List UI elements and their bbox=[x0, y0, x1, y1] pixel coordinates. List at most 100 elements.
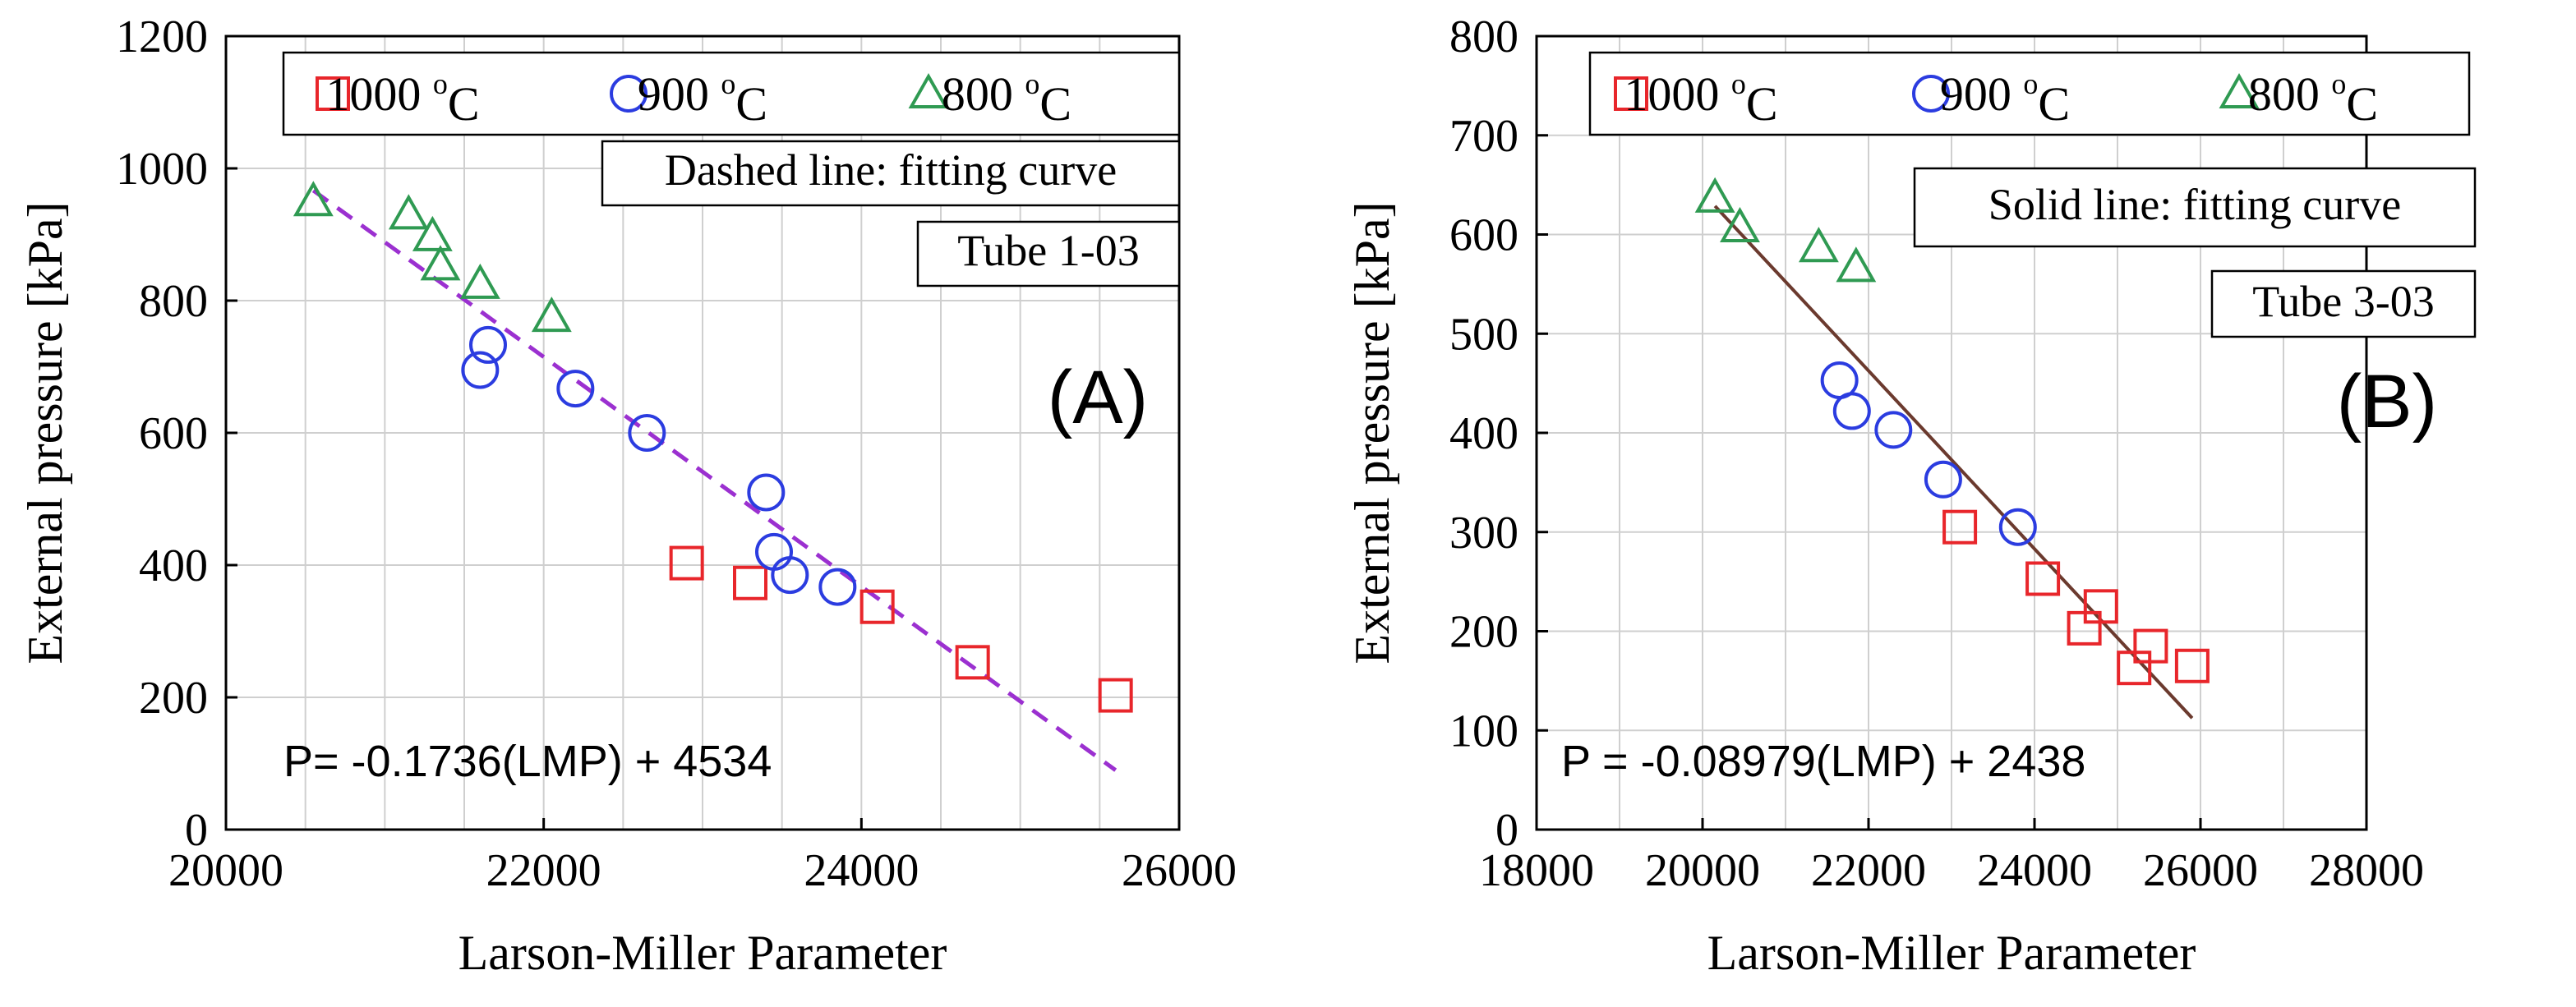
data-point-triangle bbox=[1694, 177, 1735, 213]
x-tick-label: 24000 bbox=[804, 845, 919, 896]
y-tick-label: 600 bbox=[1449, 210, 1518, 261]
data-point-circle bbox=[469, 325, 507, 364]
data-point-square bbox=[733, 565, 767, 600]
series-circle bbox=[461, 325, 857, 606]
data-point-triangle bbox=[1836, 246, 1877, 283]
legend-symbol-square bbox=[316, 76, 350, 111]
data-point-square bbox=[1098, 678, 1133, 713]
note-box bbox=[1913, 167, 2477, 248]
fit-line-dashed bbox=[311, 188, 1117, 772]
legend-box bbox=[282, 51, 1181, 136]
data-point-square bbox=[2133, 628, 2168, 664]
data-point-square bbox=[669, 545, 704, 581]
x-tick-label: 26000 bbox=[1122, 845, 1237, 896]
legend-symbol-triangle bbox=[2219, 72, 2260, 108]
data-point-square bbox=[1942, 509, 1978, 545]
data-point-triangle bbox=[531, 297, 572, 333]
data-point-triangle bbox=[420, 245, 461, 281]
y-tick-label: 800 bbox=[139, 276, 208, 327]
note-box bbox=[2210, 269, 2477, 338]
tube-label: Tube 3-03 bbox=[2252, 277, 2435, 326]
legend-label: 1000 oC bbox=[325, 67, 479, 131]
fit-line-solid bbox=[1713, 205, 2194, 720]
panel-label: (A) bbox=[1048, 356, 1149, 439]
note-box bbox=[916, 220, 1181, 287]
data-point-triangle bbox=[293, 181, 334, 217]
data-point-circle bbox=[747, 473, 786, 512]
data-point-circle bbox=[1874, 411, 1913, 449]
y-tick-label: 0 bbox=[1495, 805, 1518, 856]
tube-label: Tube 1-03 bbox=[957, 226, 1140, 275]
y-axis-title: External pressure [kPa] bbox=[18, 201, 72, 664]
panel-label: (B) bbox=[2337, 360, 2438, 444]
note-box bbox=[601, 140, 1181, 207]
y-tick-label: 600 bbox=[139, 408, 208, 459]
series-square bbox=[669, 545, 1133, 713]
legend-box bbox=[1588, 51, 2471, 136]
data-point-square bbox=[955, 645, 990, 680]
legend-label: 900 oC bbox=[1940, 67, 2070, 131]
data-point-circle bbox=[755, 532, 793, 571]
x-axis-title: Larson-Miller Parameter bbox=[459, 926, 947, 980]
legend-label: 800 oC bbox=[2248, 67, 2378, 131]
y-tick-label: 700 bbox=[1449, 111, 1518, 162]
x-tick-label: 26000 bbox=[2143, 845, 2258, 896]
data-point-circle bbox=[628, 414, 666, 452]
legend-label: 900 oC bbox=[638, 67, 767, 131]
y-tick-label: 0 bbox=[185, 805, 208, 856]
y-tick-label: 100 bbox=[1449, 706, 1518, 756]
x-tick-label: 28000 bbox=[2309, 845, 2424, 896]
data-point-circle bbox=[1924, 460, 1962, 499]
x-tick-label: 20000 bbox=[1645, 845, 1760, 896]
y-tick-label: 500 bbox=[1449, 309, 1518, 360]
data-point-triangle bbox=[388, 194, 429, 230]
x-tick-label: 20000 bbox=[168, 845, 283, 896]
y-axis-title: External pressure [kPa] bbox=[1345, 201, 1399, 664]
x-axis-title: Larson-Miller Parameter bbox=[1707, 926, 2196, 980]
data-point-square bbox=[2083, 589, 2118, 624]
fit-note-text: Solid line: fitting curve bbox=[1988, 180, 2401, 229]
legend-symbol-square bbox=[1614, 76, 1648, 111]
data-point-triangle bbox=[412, 215, 453, 251]
series-square bbox=[1942, 509, 2210, 686]
legend-symbol-triangle bbox=[908, 72, 949, 108]
x-tick-label: 22000 bbox=[486, 845, 601, 896]
data-point-triangle bbox=[459, 263, 500, 299]
y-tick-label: 200 bbox=[1449, 607, 1518, 658]
legend-label: 800 oC bbox=[942, 67, 1071, 131]
data-point-square bbox=[2025, 561, 2061, 596]
data-point-circle bbox=[461, 351, 500, 389]
series-triangle bbox=[1694, 177, 1877, 283]
data-point-square bbox=[859, 589, 895, 624]
data-point-circle bbox=[1832, 392, 1871, 430]
data-point-square bbox=[2174, 648, 2210, 683]
data-point-triangle bbox=[1720, 206, 1760, 243]
y-tick-label: 400 bbox=[1449, 408, 1518, 459]
y-tick-label: 300 bbox=[1449, 508, 1518, 559]
series-circle bbox=[1820, 361, 2037, 546]
x-tick-label: 24000 bbox=[1977, 845, 2092, 896]
data-point-circle bbox=[1998, 508, 2037, 546]
y-tick-label: 1200 bbox=[116, 11, 208, 62]
legend-label: 1000 oC bbox=[1624, 67, 1777, 131]
y-tick-label: 800 bbox=[1449, 11, 1518, 62]
x-tick-label: 22000 bbox=[1811, 845, 1926, 896]
data-point-circle bbox=[771, 556, 809, 595]
fit-equation: P= -0.1736(LMP) + 4534 bbox=[283, 737, 772, 786]
y-tick-label: 400 bbox=[139, 540, 208, 591]
data-point-circle bbox=[556, 370, 595, 408]
chart-panel-b: 18000 20000 22000 24000 26000 28000 0 100 200 300… bbox=[1345, 11, 2477, 980]
chart-panel-a: 20000 22000 24000 26000 0 200 400 600 800 1000 120… bbox=[18, 11, 1237, 980]
fit-equation: P = -0.08979(LMP) + 2438 bbox=[1561, 737, 2085, 786]
x-tick-label: 18000 bbox=[1479, 845, 1594, 896]
legend: 1000 oC 900 oC 800 oC bbox=[1588, 51, 2471, 136]
series-triangle bbox=[293, 181, 572, 333]
legend-symbol-circle bbox=[1912, 75, 1950, 113]
fit-note-text: Dashed line: fitting curve bbox=[665, 145, 1117, 195]
legend: 1000 oC 900 oC 800 oC bbox=[282, 51, 1181, 136]
y-tick-label: 1000 bbox=[116, 144, 208, 195]
legend-symbol-circle bbox=[610, 75, 647, 113]
data-point-triangle bbox=[1798, 227, 1839, 263]
data-point-circle bbox=[818, 568, 857, 606]
